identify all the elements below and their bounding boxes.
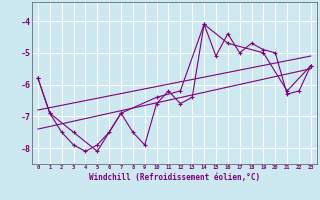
- X-axis label: Windchill (Refroidissement éolien,°C): Windchill (Refroidissement éolien,°C): [89, 173, 260, 182]
